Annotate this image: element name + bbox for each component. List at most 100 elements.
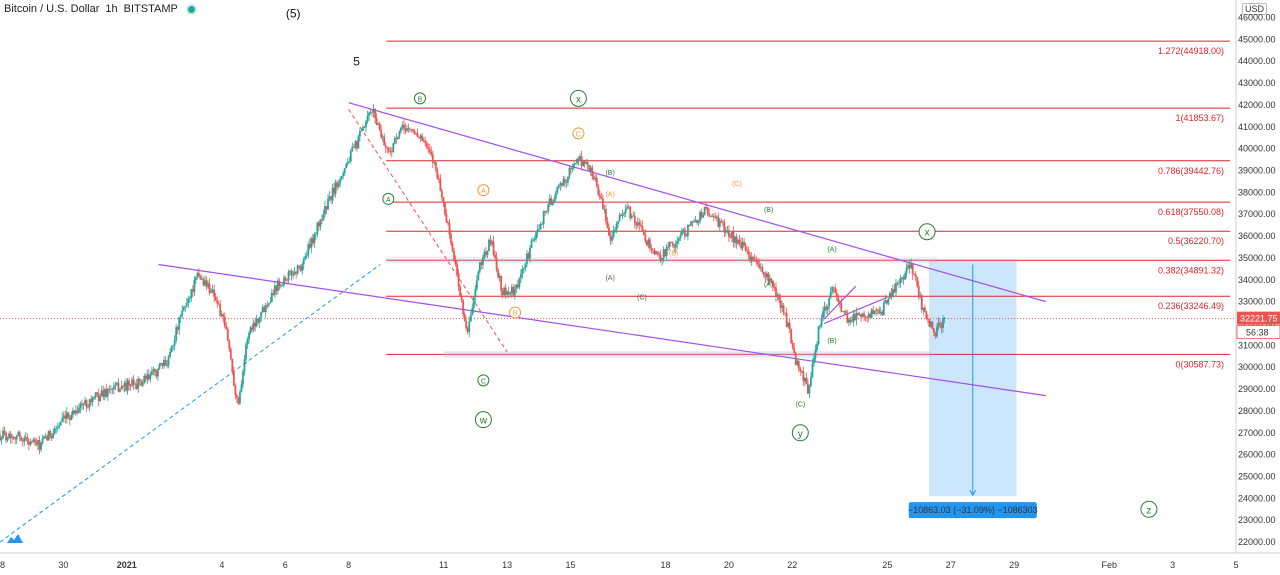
- candle-body: [314, 233, 317, 235]
- candle-body: [222, 314, 225, 317]
- candle-body: [911, 263, 914, 275]
- candle-body: [898, 283, 900, 284]
- candle-body: [861, 313, 864, 317]
- candle-body: [882, 302, 885, 315]
- candle-body: [758, 264, 761, 268]
- candle-body: [785, 312, 788, 327]
- candle-body: [808, 385, 811, 394]
- candle-body: [351, 147, 354, 151]
- candle-body: [466, 328, 469, 332]
- candle-body: [838, 301, 841, 303]
- candle-body: [697, 221, 700, 223]
- candle-body: [208, 283, 211, 293]
- candle-body: [190, 289, 193, 299]
- wave-label: y: [798, 429, 803, 440]
- candle-body: [67, 412, 70, 418]
- fib-level-label: 1(41853.67): [1175, 113, 1224, 123]
- candle-body: [251, 327, 253, 330]
- candle-body: [831, 287, 834, 292]
- candle-body: [292, 274, 294, 276]
- price-tick-label: 30000.00: [1238, 362, 1276, 372]
- candle-body: [161, 363, 164, 367]
- candle-body: [870, 309, 873, 318]
- candle-body: [876, 309, 879, 311]
- candle-body: [231, 358, 234, 372]
- candle-body: [896, 283, 899, 284]
- candle-body: [547, 204, 550, 212]
- candle-body: [799, 368, 802, 372]
- candle-body: [336, 182, 339, 187]
- candle-body: [734, 236, 736, 243]
- wave-label: (C): [732, 181, 742, 188]
- candle-body: [249, 327, 252, 333]
- candle-body: [926, 318, 929, 320]
- candle-body: [416, 133, 419, 137]
- candle-body: [143, 375, 146, 383]
- candle-body: [600, 197, 603, 199]
- interval-label[interactable]: 1h: [105, 3, 118, 15]
- candle-body: [683, 229, 686, 236]
- candle-body: [791, 343, 794, 349]
- candle-body: [548, 198, 551, 205]
- candle-body: [523, 268, 525, 270]
- candle-body: [9, 433, 12, 439]
- currency-unit-button[interactable]: USD: [1242, 3, 1268, 15]
- symbol-title[interactable]: Bitcoin / U.S. Dollar: [4, 3, 100, 15]
- candle-body: [137, 378, 140, 389]
- candle-body: [573, 163, 575, 168]
- time-tick-label: 25: [882, 560, 892, 570]
- candle-body: [185, 302, 188, 306]
- candle-body: [905, 267, 908, 274]
- candle-body: [700, 211, 703, 218]
- price-tick-label: 36000.00: [1238, 231, 1276, 241]
- chart-header: Bitcoin / U.S. Dollar 1h BITSTAMP: [4, 3, 195, 15]
- candle-body: [781, 305, 783, 308]
- candle-body: [65, 412, 68, 419]
- candle-body: [887, 298, 890, 304]
- time-tick-label: 3: [1170, 560, 1175, 570]
- candle-body: [649, 239, 651, 249]
- candle-body: [40, 443, 42, 450]
- candle-body: [521, 268, 524, 274]
- candle-body: [453, 250, 455, 261]
- dashed-trendline: [0, 264, 381, 543]
- candle-body: [403, 124, 405, 129]
- candle-body: [293, 271, 296, 275]
- candle-body: [823, 306, 826, 312]
- candle-body: [834, 287, 837, 293]
- candle-body: [668, 242, 671, 247]
- candle-body: [636, 222, 639, 226]
- candle-body: [354, 141, 357, 148]
- candle-body: [415, 133, 417, 135]
- candle-body: [650, 248, 653, 250]
- wave-label: C: [481, 378, 486, 385]
- fib-level-label: 1.272(44918.00): [1158, 46, 1224, 56]
- price-tick-label: 44000.00: [1238, 56, 1276, 66]
- candle-body: [679, 235, 682, 239]
- candle-body: [29, 441, 32, 445]
- candle-body: [779, 299, 782, 308]
- candle-body: [406, 128, 408, 131]
- price-tick-label: 40000.00: [1238, 144, 1276, 154]
- candle-body: [289, 271, 291, 272]
- candle-body: [519, 273, 522, 279]
- candle-body: [170, 346, 173, 353]
- candle-body: [884, 300, 887, 303]
- candle-body: [81, 403, 83, 405]
- candle-body: [765, 273, 768, 278]
- candle-body: [598, 195, 601, 198]
- candle-body: [819, 326, 821, 327]
- candle-body: [191, 289, 194, 292]
- candle-body: [179, 315, 182, 318]
- candle-body: [295, 271, 298, 274]
- candle-body: [296, 265, 299, 274]
- candle-body: [646, 241, 648, 246]
- candle-body: [726, 230, 729, 231]
- candle-body: [629, 206, 632, 219]
- candle-body: [407, 128, 410, 130]
- candle-body: [258, 316, 261, 323]
- candle-body: [638, 222, 641, 225]
- candle-body: [331, 187, 334, 201]
- candle-body: [869, 314, 872, 318]
